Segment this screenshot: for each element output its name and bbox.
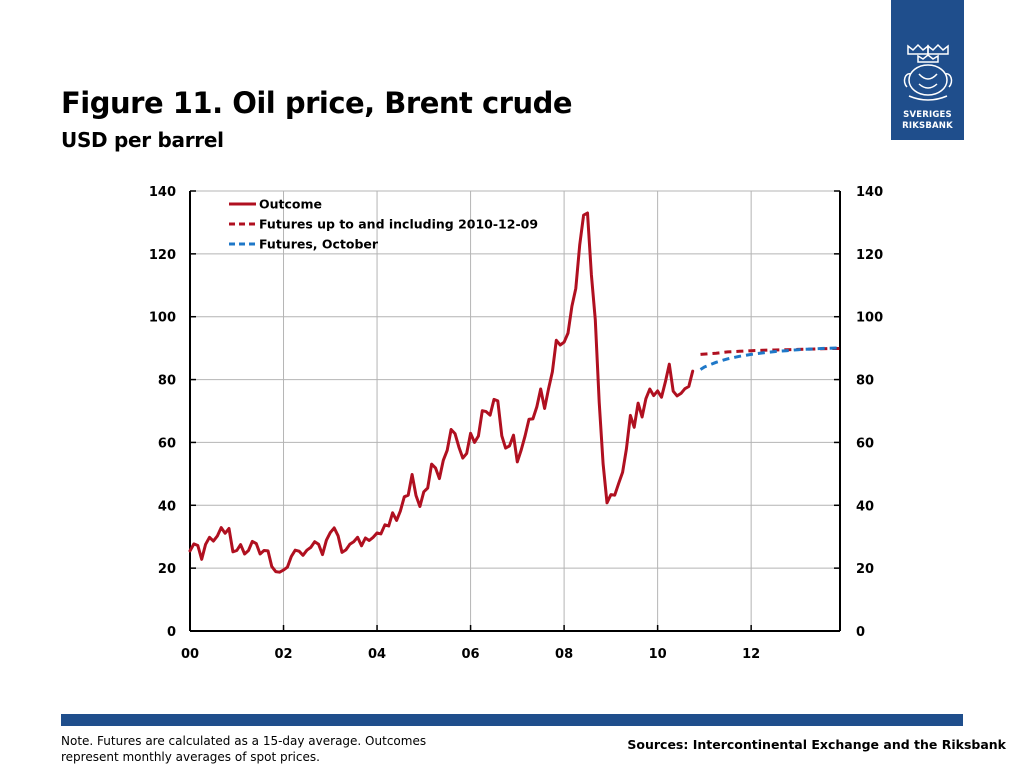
- logo-text-line2: RIKSBANK: [902, 121, 953, 131]
- y-tick-label-right: 40: [856, 499, 874, 514]
- y-tick-label-right: 0: [856, 625, 865, 640]
- y-tick-label-right: 100: [856, 311, 883, 326]
- footer-bar: [61, 714, 963, 726]
- y-tick-label-left: 120: [149, 248, 176, 263]
- chart-grid: [190, 190, 840, 631]
- chart-axes: [189, 190, 841, 632]
- page-title: Figure 11. Oil price, Brent crude: [61, 86, 573, 120]
- series-line-outcome: [188, 211, 695, 574]
- page-subtitle: USD per barrel: [61, 128, 224, 152]
- x-tick-label: 08: [555, 647, 573, 662]
- riksbank-logo: SVERIGES RIKSBANK: [891, 0, 964, 140]
- x-tick-label: 04: [368, 647, 386, 662]
- legend-item-outcome-label: Outcome: [259, 197, 322, 212]
- y-tick-label-right: 140: [856, 185, 883, 200]
- x-tick-label: 12: [742, 647, 760, 662]
- logo-text-line1: SVERIGES: [903, 110, 952, 120]
- chart-legend: Outcome Futures up to and including 2010-…: [229, 197, 538, 252]
- riksbank-crest-icon: [903, 43, 952, 101]
- y-tick-label-right: 20: [856, 562, 874, 577]
- footnote: Note. Futures are calculated as a 15-day…: [61, 734, 427, 764]
- x-tick-label: 06: [462, 647, 480, 662]
- y-tick-label-left: 100: [149, 311, 176, 326]
- y-tick-label-left: 140: [149, 185, 176, 200]
- y-tick-label-right: 60: [856, 436, 874, 451]
- y-tick-label-left: 20: [158, 562, 176, 577]
- y-tick-label-left: 40: [158, 499, 176, 514]
- x-tick-label: 10: [649, 647, 667, 662]
- series-line-futures-oct: [699, 346, 841, 371]
- y-tick-label-left: 80: [158, 374, 176, 389]
- y-tick-label-left: 60: [158, 436, 176, 451]
- y-tick-label-right: 120: [856, 248, 883, 263]
- chart-series: [188, 211, 841, 574]
- legend-item-futures-dec-label: Futures up to and including 2010-12-09: [259, 217, 538, 232]
- y-tick-label-left: 0: [167, 625, 176, 640]
- x-tick-label: 00: [181, 647, 199, 662]
- y-tick-label-right: 80: [856, 374, 874, 389]
- sources-text: Sources: Intercontinental Exchange and t…: [627, 737, 1006, 752]
- legend-item-futures-oct-label: Futures, October: [259, 237, 379, 252]
- x-tick-label: 02: [274, 647, 292, 662]
